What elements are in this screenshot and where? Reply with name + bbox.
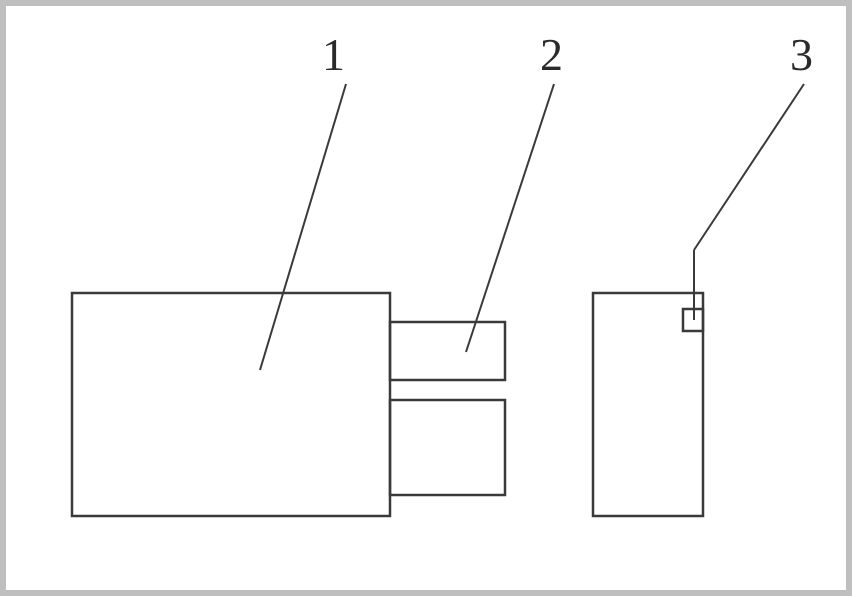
callout-label-3: 3 [790, 29, 813, 80]
outer-frame [3, 3, 849, 593]
callout-leader-1 [260, 84, 346, 370]
main-body-rect [72, 293, 390, 516]
diagram-canvas: 1 2 3 [0, 0, 852, 596]
callout-leader-2 [466, 84, 554, 352]
receiver-rect [593, 293, 703, 516]
prong-bottom-rect [390, 400, 505, 495]
prong-top-rect [390, 322, 505, 380]
callout-label-1: 1 [322, 29, 345, 80]
callouts-layer: 1 2 3 [260, 29, 813, 370]
callout-label-2: 2 [540, 29, 563, 80]
callout-leader-3-1 [694, 84, 804, 250]
